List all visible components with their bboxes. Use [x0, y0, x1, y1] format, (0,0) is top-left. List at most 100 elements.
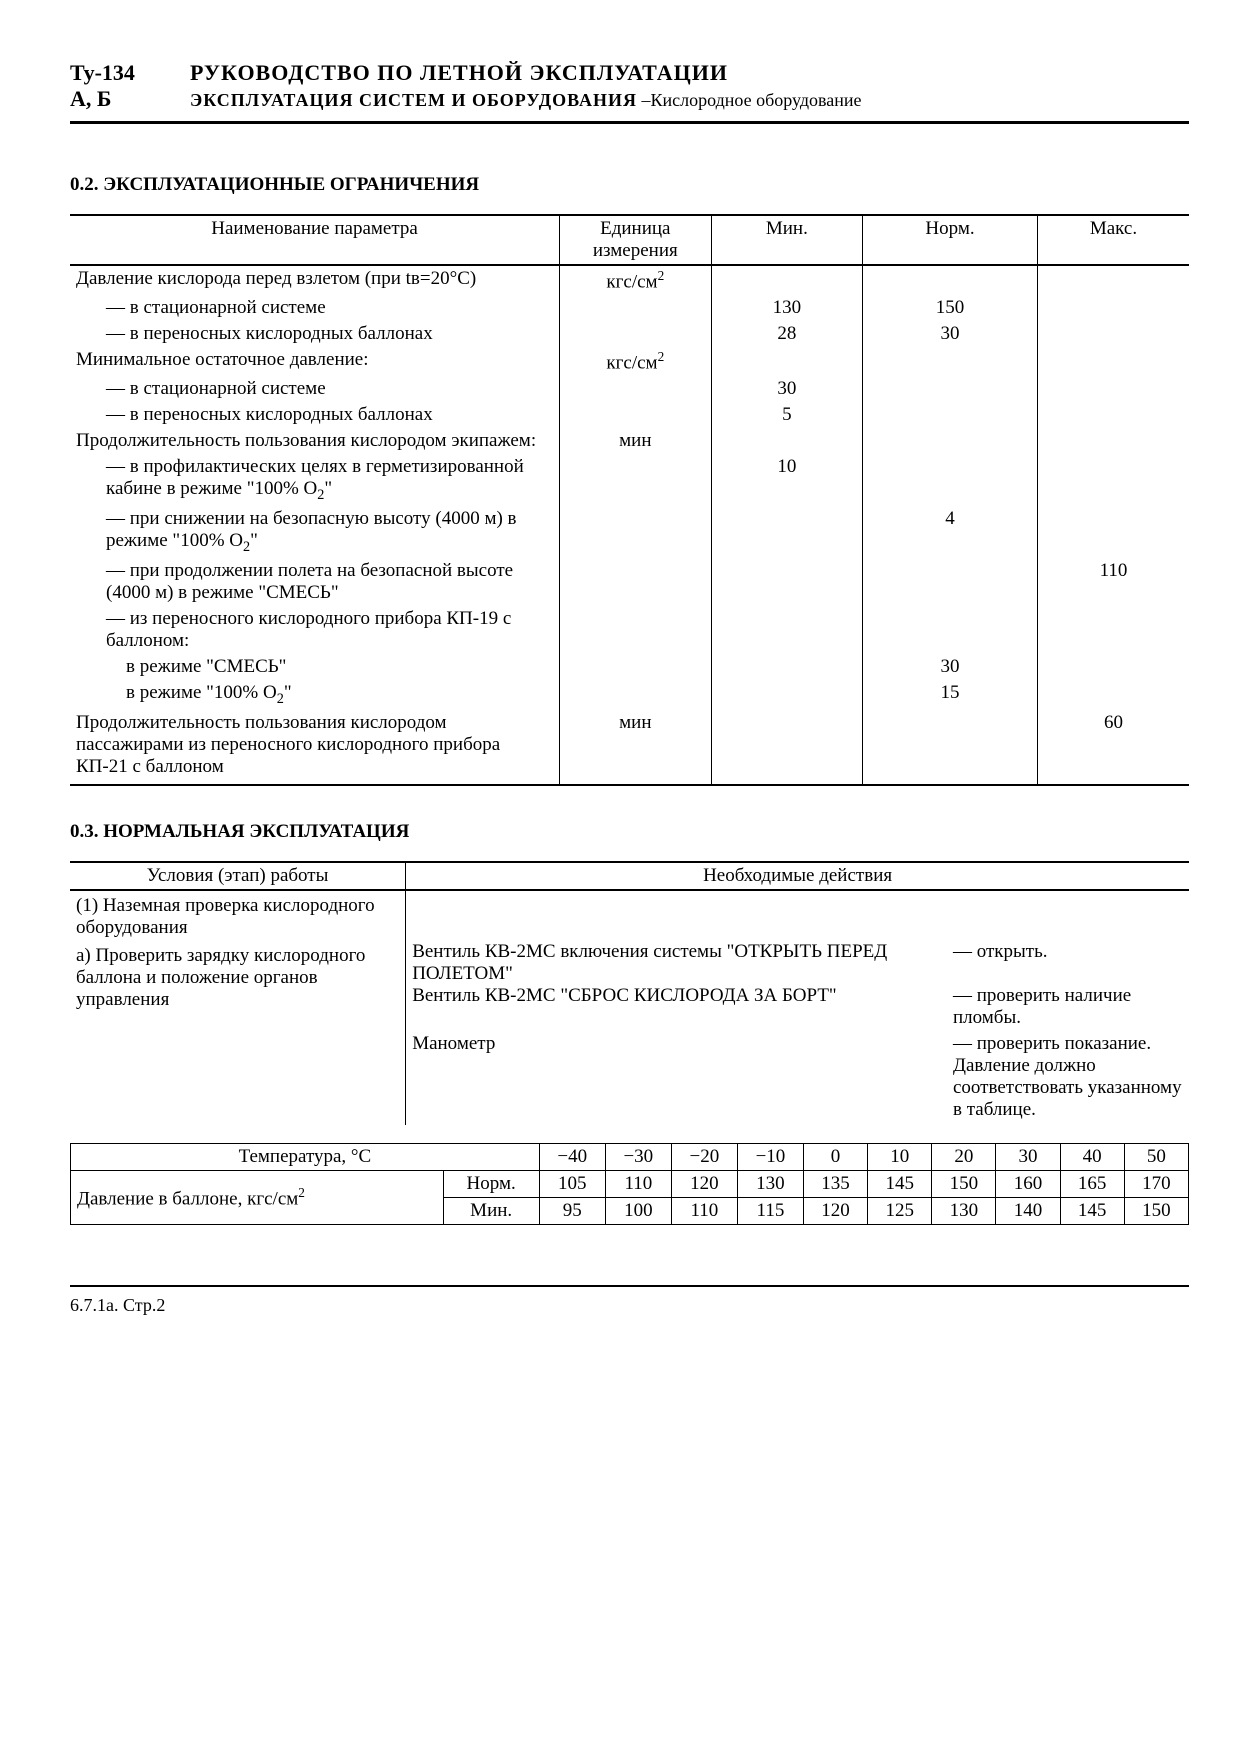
unit-cell: мин	[560, 710, 712, 785]
temp-label: Температура, °С	[71, 1143, 540, 1170]
temp-cell: 10	[868, 1143, 932, 1170]
title-sub: ЭКСПЛУАТАЦИЯ СИСТЕМ И ОБОРУДОВАНИЯ –Кисл…	[190, 90, 1189, 111]
table-row: — при продолжении полета на безопасной в…	[70, 558, 1189, 606]
cond-title: (1) Наземная проверка кислородного обору…	[76, 895, 399, 939]
val-cell: 150	[932, 1170, 996, 1197]
param-text: — в стационарной системе	[76, 378, 553, 400]
table-row: Продолжительность пользования кислородом…	[70, 428, 1189, 454]
action-right: — открыть.	[953, 941, 1183, 985]
val-cell: 110	[671, 1197, 737, 1224]
param-cell: Давление кислорода перед взлетом (при tв…	[70, 265, 560, 295]
unit-text: кгс/см	[606, 271, 657, 292]
val-cell: 160	[996, 1170, 1060, 1197]
temp-header-row: Температура, °С −40 −30 −20 −10 0 10 20 …	[71, 1143, 1189, 1170]
action-row: Вентиль КВ-2МС "СБРОС КИСЛОРОДА ЗА БОРТ"…	[412, 985, 1183, 1029]
aircraft-line1: Ту-134	[70, 60, 190, 86]
norm-cell: 15	[863, 680, 1038, 710]
press-label-text: Давление в баллоне, кгс/см	[77, 1188, 298, 1209]
max-cell	[1037, 265, 1189, 295]
param-text: — в стационарной системе	[76, 297, 553, 319]
section-0-2-heading: 0.2. ЭКСПЛУАТАЦИОННЫЕ ОГРАНИЧЕНИЯ	[70, 174, 1189, 196]
ops-header-row: Условия (этап) работы Необходимые действ…	[70, 862, 1189, 890]
row-label: Норм.	[443, 1170, 539, 1197]
col-cond: Условия (этап) работы	[70, 862, 406, 890]
table-row: Минимальное остаточное давление: кгс/см2	[70, 347, 1189, 376]
footer: 6.7.1а. Стр.2	[70, 1285, 1189, 1317]
temp-norm-row: Давление в баллоне, кгс/см2 Норм. 105 11…	[71, 1170, 1189, 1197]
title-sub-bold: ЭКСПЛУАТАЦИЯ СИСТЕМ И ОБОРУДОВАНИЯ	[190, 90, 637, 110]
val-cell: 110	[605, 1170, 671, 1197]
table-row: в режиме "100% О2" 15	[70, 680, 1189, 710]
table-row: Продолжительность пользования кислородом…	[70, 710, 1189, 785]
temp-cell: 40	[1060, 1143, 1124, 1170]
temp-cell: 30	[996, 1143, 1060, 1170]
temp-cell: −30	[605, 1143, 671, 1170]
min-cell: 30	[711, 376, 863, 402]
min-cell	[711, 265, 863, 295]
table-row: — в переносных кислородных баллонах 28 3…	[70, 321, 1189, 347]
temp-cell: −40	[539, 1143, 605, 1170]
row-label: Мин.	[443, 1197, 539, 1224]
temperature-table: Температура, °С −40 −30 −20 −10 0 10 20 …	[70, 1143, 1189, 1225]
col-act: Необходимые действия	[406, 862, 1189, 890]
page-number: 6.7.1а. Стр.2	[70, 1295, 165, 1315]
cond-sub: а) Проверить зарядку кислородного баллон…	[76, 945, 399, 1011]
param-text: Минимальное остаточное давление:	[70, 347, 560, 376]
table-row: Давление кислорода перед взлетом (при tв…	[70, 265, 1189, 295]
param-text: Продолжительность пользования кислородом…	[70, 710, 560, 785]
param-text: — в переносных кислородных баллонах	[76, 404, 553, 426]
param-text: — при снижении на безопасную высоту (400…	[76, 508, 553, 556]
table-row: — в стационарной системе 130 150	[70, 295, 1189, 321]
param-text: в режиме "СМЕСЬ"	[76, 656, 553, 678]
action-left: Манометр	[412, 1033, 953, 1121]
col-max: Макс.	[1037, 215, 1189, 265]
table-row: — в профилактических целях в герметизиро…	[70, 454, 1189, 506]
section-0-3-heading: 0.3. НОРМАЛЬНАЯ ЭКСПЛУАТАЦИЯ	[70, 821, 1189, 843]
table-row: (1) Наземная проверка кислородного обору…	[70, 890, 1189, 1125]
min-cell: 5	[711, 402, 863, 428]
norm-cell	[863, 265, 1038, 295]
val-cell: 130	[737, 1170, 803, 1197]
unit-cell: мин	[560, 428, 712, 454]
val-cell: 130	[932, 1197, 996, 1224]
param-text: в режиме "100% О2"	[76, 682, 553, 708]
unit-text: кгс/см	[606, 352, 657, 373]
action-right: — проверить показание. Давление должно с…	[953, 1033, 1183, 1121]
action-right: — проверить наличие пломбы.	[953, 985, 1183, 1029]
norm-cell: 150	[863, 295, 1038, 321]
aircraft-type: Ту-134 А, Б	[70, 60, 190, 113]
param-text: — в переносных кислородных баллонах	[76, 323, 553, 345]
col-min: Мин.	[711, 215, 863, 265]
page-header: Ту-134 А, Б РУКОВОДСТВО ПО ЛЕТНОЙ ЭКСПЛУ…	[70, 60, 1189, 124]
col-unit: Единица измерения	[560, 215, 712, 265]
norm-cell: 4	[863, 506, 1038, 558]
val-cell: 135	[803, 1170, 867, 1197]
val-cell: 120	[671, 1170, 737, 1197]
aircraft-line2: А, Б	[70, 86, 190, 112]
val-cell: 140	[996, 1197, 1060, 1224]
max-cell: 110	[1037, 558, 1189, 606]
min-cell: 130	[711, 295, 863, 321]
norm-cell: 30	[863, 321, 1038, 347]
max-cell: 60	[1037, 710, 1189, 785]
val-cell: 120	[803, 1197, 867, 1224]
title-main: РУКОВОДСТВО ПО ЛЕТНОЙ ЭКСПЛУАТАЦИИ	[190, 60, 1189, 86]
action-row: Манометр — проверить показание. Давление…	[412, 1033, 1183, 1121]
param-text: — в профилактических целях в герметизиро…	[76, 456, 553, 504]
val-cell: 100	[605, 1197, 671, 1224]
min-cell: 28	[711, 321, 863, 347]
action-left: Вентиль КВ-2МС включения системы "ОТКРЫТ…	[412, 941, 953, 985]
temp-cell: 0	[803, 1143, 867, 1170]
title-block: РУКОВОДСТВО ПО ЛЕТНОЙ ЭКСПЛУАТАЦИИ ЭКСПЛ…	[190, 60, 1189, 111]
val-cell: 165	[1060, 1170, 1124, 1197]
val-cell: 125	[868, 1197, 932, 1224]
cond-cell: (1) Наземная проверка кислородного обору…	[70, 890, 406, 1125]
param-text: — из переносного кислородного прибора КП…	[76, 608, 553, 652]
limits-header-row: Наименование параметра Единица измерения…	[70, 215, 1189, 265]
unit-cell: кгс/см2	[560, 347, 712, 376]
action-row: Вентиль КВ-2МС включения системы "ОТКРЫТ…	[412, 941, 1183, 985]
param-text: — при продолжении полета на безопасной в…	[76, 560, 553, 604]
table-row: — из переносного кислородного прибора КП…	[70, 606, 1189, 654]
unit-cell: кгс/см2	[560, 265, 712, 295]
title-sub-rest: –Кислородное оборудование	[637, 90, 862, 110]
